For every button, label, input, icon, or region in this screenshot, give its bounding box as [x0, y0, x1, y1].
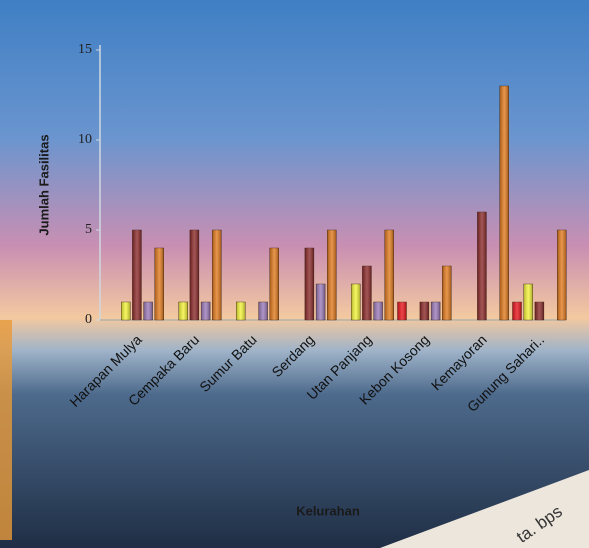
y-tick-label: 10 — [78, 132, 92, 147]
bar-shade — [523, 284, 533, 320]
bar-shade — [316, 284, 326, 320]
bar-shade — [499, 86, 509, 320]
bar-shade — [236, 302, 246, 320]
bar-shade — [557, 230, 567, 320]
bar-shade — [189, 230, 199, 320]
y-tick-label: 15 — [78, 42, 92, 57]
y-axis-label: Jumlah Fasilitas — [36, 134, 51, 235]
bar-shade — [362, 266, 372, 320]
bar-shade — [419, 302, 429, 320]
x-axis-label: Kelurahan — [296, 503, 360, 518]
bar-shade — [304, 248, 314, 320]
beach — [380, 470, 589, 548]
side-strip — [0, 320, 12, 540]
bar-shade — [132, 230, 142, 320]
bar-shade — [121, 302, 131, 320]
bar-shade — [442, 266, 452, 320]
bar-shade — [212, 230, 222, 320]
bar-shade — [201, 302, 211, 320]
bar-shade — [373, 302, 383, 320]
y-tick-label: 5 — [85, 222, 92, 237]
bar-shade — [269, 248, 279, 320]
bar-shade — [431, 302, 441, 320]
y-tick-label: 0 — [85, 312, 92, 327]
bar-shade — [327, 230, 337, 320]
bar-shade — [384, 230, 394, 320]
bar-shade — [143, 302, 153, 320]
bar-shade — [534, 302, 544, 320]
bar-shade — [512, 302, 522, 320]
bar-shade — [154, 248, 164, 320]
bar-shade — [477, 212, 487, 320]
bar-shade — [351, 284, 361, 320]
bar-shade — [397, 302, 407, 320]
bar-shade — [258, 302, 268, 320]
bar-shade — [178, 302, 188, 320]
